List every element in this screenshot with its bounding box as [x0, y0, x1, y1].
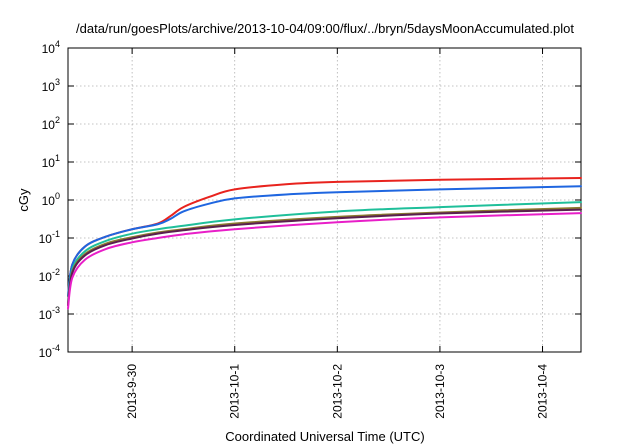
chart-title: /data/run/goesPlots/archive/2013-10-04/0…: [76, 21, 574, 36]
series-line-5: [67, 208, 582, 307]
y-tick-exponent: -2: [52, 267, 60, 277]
series-line-2: [67, 185, 582, 297]
x-tick-label: 2013-10-4: [536, 364, 550, 419]
y-tick-label: 103: [42, 77, 60, 94]
y-tick-label: 101: [42, 153, 60, 170]
series-line-4: [67, 206, 582, 306]
y-tick-exponent: 2: [55, 115, 60, 125]
y-tick-base: 10: [42, 118, 56, 132]
y-tick-base: 10: [42, 80, 56, 94]
y-tick-label: 10-2: [39, 267, 60, 284]
y-tick-label: 10-4: [39, 343, 60, 360]
x-axis-ticks: 2013-9-30 2013-10-1 2013-10-2 2013-10-3 2013…: [125, 48, 550, 419]
y-tick-base: 10: [39, 232, 53, 246]
y-tick-exponent: 4: [55, 39, 60, 49]
y-tick-exponent: -4: [52, 343, 60, 353]
y-tick-base: 10: [42, 156, 56, 170]
y-axis-label: cGy: [16, 188, 31, 212]
y-tick-exponent: 1: [55, 153, 60, 163]
grid: [68, 48, 581, 352]
y-tick-base: 10: [39, 308, 53, 322]
y-tick-label: 10-3: [39, 305, 60, 322]
y-tick-base: 10: [42, 42, 56, 56]
y-tick-exponent: 0: [55, 191, 60, 201]
y-tick-exponent: -3: [52, 305, 60, 315]
series-line-3: [67, 201, 582, 304]
x-tick-label: 2013-10-3: [433, 364, 447, 419]
x-tick-label: 2013-9-30: [125, 364, 139, 419]
y-tick-base: 10: [42, 194, 56, 208]
y-tick-exponent: 3: [55, 77, 60, 87]
x-axis-label: Coordinated Universal Time (UTC): [225, 429, 424, 444]
y-tick-label: 104: [42, 39, 60, 56]
series-lines: [67, 176, 582, 310]
y-tick-base: 10: [39, 346, 53, 360]
y-tick-exponent: -1: [52, 229, 60, 239]
y-tick-label: 102: [42, 115, 60, 132]
series-line-6: [67, 212, 582, 310]
x-tick-label: 2013-10-2: [330, 364, 344, 419]
y-tick-label: 100: [42, 191, 60, 208]
y-tick-label: 10-1: [39, 229, 60, 246]
x-tick-label: 2013-10-1: [228, 364, 242, 419]
y-tick-base: 10: [39, 270, 53, 284]
